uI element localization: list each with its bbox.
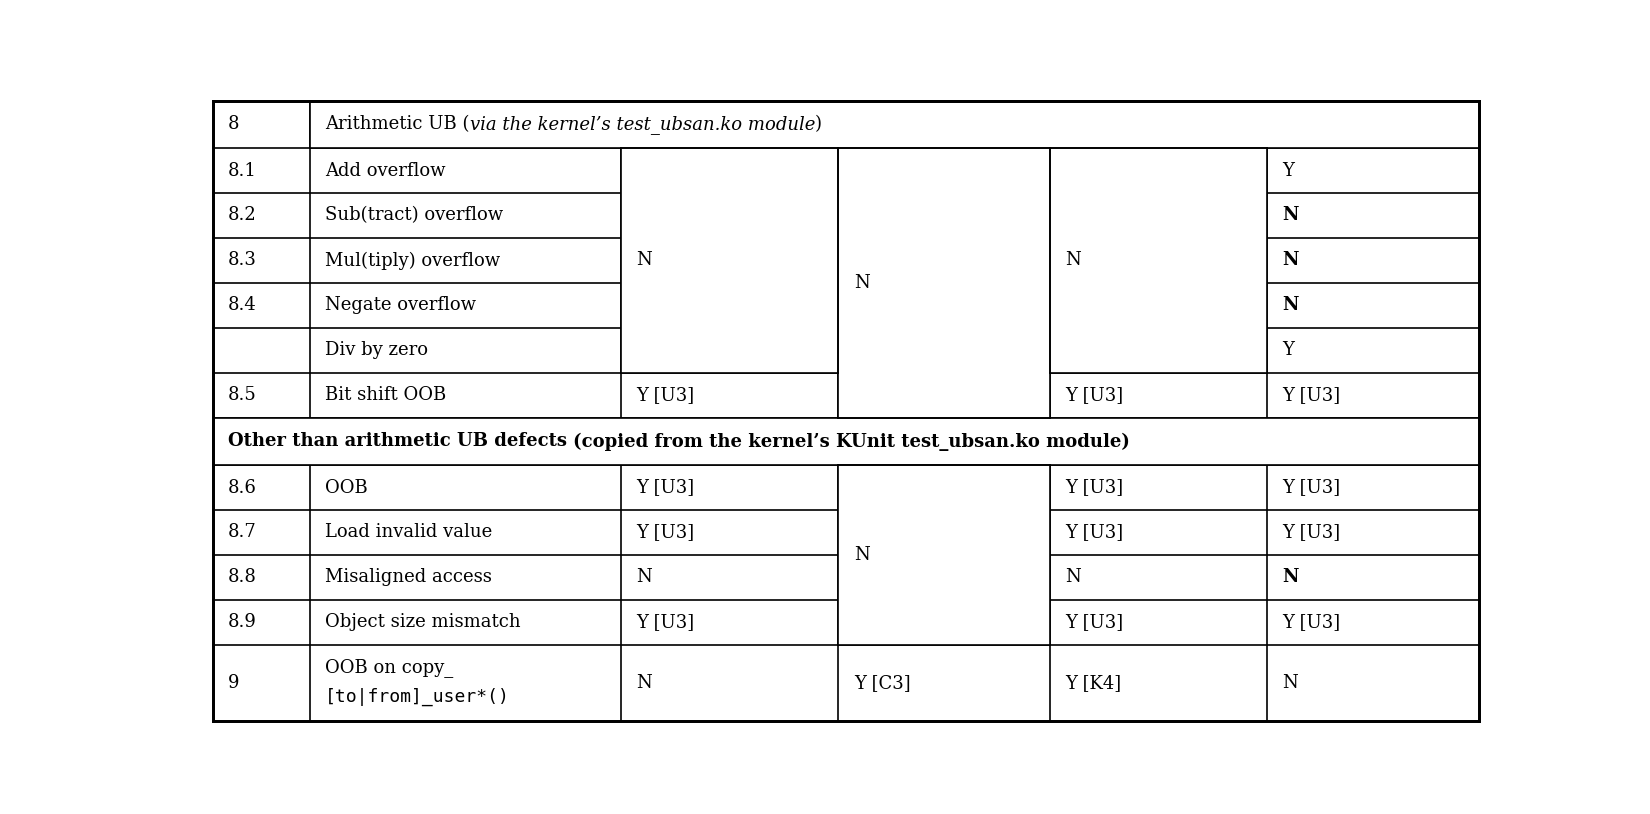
Text: Arithmetic UB (: Arithmetic UB ( <box>325 116 470 133</box>
Text: Misaligned access: Misaligned access <box>325 568 492 586</box>
Text: OOB on copy_: OOB on copy_ <box>325 659 454 677</box>
Text: ): ) <box>815 116 822 133</box>
Bar <box>213 418 1478 465</box>
Text: 8.5: 8.5 <box>228 387 257 405</box>
Text: Y [U3]: Y [U3] <box>1066 387 1124 405</box>
Bar <box>310 101 1478 148</box>
Text: N: N <box>1282 207 1299 225</box>
Text: N: N <box>853 546 870 564</box>
Text: Other than arithmetic UB defects: Other than arithmetic UB defects <box>228 432 573 450</box>
Text: 8.8: 8.8 <box>228 568 257 586</box>
Text: 8: 8 <box>228 116 239 133</box>
Text: Y [U3]: Y [U3] <box>637 523 695 541</box>
Text: Y [U3]: Y [U3] <box>1066 479 1124 497</box>
Text: N: N <box>1282 568 1299 586</box>
Text: N: N <box>637 252 652 269</box>
Text: 9: 9 <box>228 674 239 692</box>
Text: N: N <box>1282 252 1299 269</box>
Text: N: N <box>1066 252 1081 269</box>
Text: Y [U3]: Y [U3] <box>1282 614 1340 632</box>
Text: Add overflow: Add overflow <box>325 161 446 180</box>
Text: Object size mismatch: Object size mismatch <box>325 614 521 632</box>
Text: Y [U3]: Y [U3] <box>637 614 695 632</box>
Text: Y [U3]: Y [U3] <box>1282 387 1340 405</box>
Text: Y: Y <box>1282 161 1294 180</box>
Text: N: N <box>637 568 652 586</box>
Text: N: N <box>1282 296 1299 314</box>
Bar <box>622 148 838 373</box>
Bar <box>838 465 1049 645</box>
Text: Div by zero: Div by zero <box>325 341 427 359</box>
Text: Y [U3]: Y [U3] <box>1282 479 1340 497</box>
Text: (copied from the kernel’s KUnit test_ubsan.ko module): (copied from the kernel’s KUnit test_ubs… <box>573 432 1130 450</box>
Text: Y [U3]: Y [U3] <box>1066 614 1124 632</box>
Text: OOB: OOB <box>325 479 368 497</box>
Text: Y [U3]: Y [U3] <box>637 387 695 405</box>
Text: [to|from]_user*(): [to|from]_user*() <box>325 688 510 706</box>
Text: Mul(tiply) overflow: Mul(tiply) overflow <box>325 252 500 269</box>
Text: Y: Y <box>1282 341 1294 359</box>
Text: Negate overflow: Negate overflow <box>325 296 477 314</box>
Text: N: N <box>853 274 870 292</box>
Text: via the kernel’s test_ubsan.ko module: via the kernel’s test_ubsan.ko module <box>470 115 815 133</box>
Text: Y [U3]: Y [U3] <box>637 479 695 497</box>
Text: N: N <box>1282 674 1299 692</box>
Text: Y [U3]: Y [U3] <box>1066 523 1124 541</box>
Text: Bit shift OOB: Bit shift OOB <box>325 387 447 405</box>
Text: 8.4: 8.4 <box>228 296 257 314</box>
Text: 8.9: 8.9 <box>228 614 257 632</box>
Text: N: N <box>1066 568 1081 586</box>
Text: Sub(tract) overflow: Sub(tract) overflow <box>325 207 503 225</box>
Text: Load invalid value: Load invalid value <box>325 523 492 541</box>
Text: 8.7: 8.7 <box>228 523 257 541</box>
Text: Y [C3]: Y [C3] <box>853 674 911 692</box>
Text: 8.3: 8.3 <box>228 252 257 269</box>
Text: 8.1: 8.1 <box>228 161 257 180</box>
Bar <box>838 148 1049 418</box>
Text: Y [K4]: Y [K4] <box>1066 674 1122 692</box>
Text: 8.2: 8.2 <box>228 207 257 225</box>
Text: Y [U3]: Y [U3] <box>1282 523 1340 541</box>
Text: 8.6: 8.6 <box>228 479 257 497</box>
Bar <box>1049 148 1267 373</box>
Text: N: N <box>637 674 652 692</box>
